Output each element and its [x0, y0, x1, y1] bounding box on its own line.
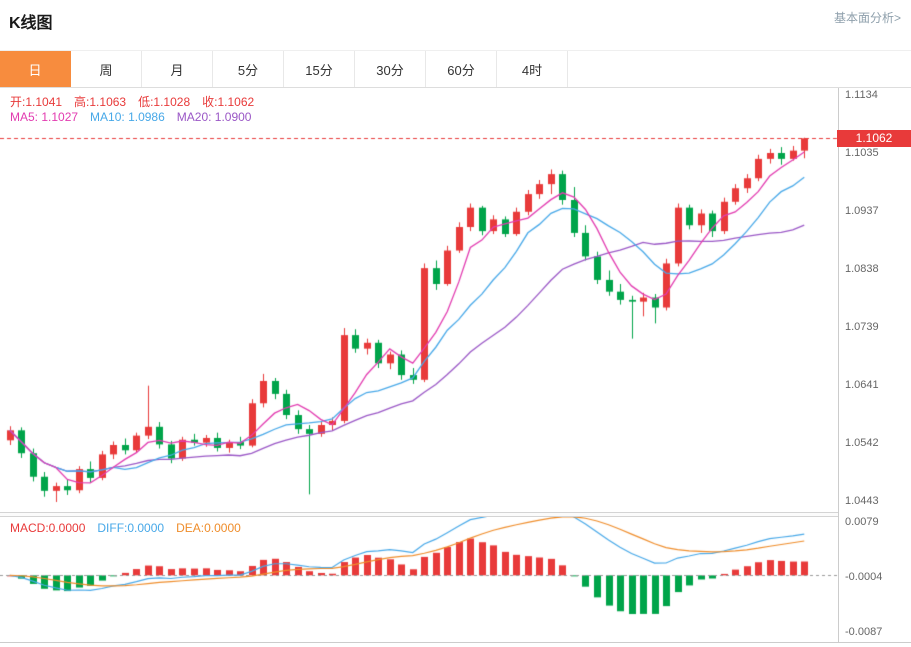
timeframe-tabs: 日周月 5分 15分 30分 60分 4时	[0, 50, 911, 88]
tab-15分[interactable]: 15分	[284, 51, 355, 87]
tab-5分[interactable]: 5分	[213, 51, 284, 87]
main-chart-canvas[interactable]	[0, 88, 838, 512]
tab-30分[interactable]: 30分	[355, 51, 426, 87]
axis-tick: 1.1035	[845, 147, 879, 160]
axis-tick: 0.0079	[845, 516, 879, 528]
axis-tick: -0.0087	[845, 626, 883, 638]
axis-tick: 1.0443	[845, 495, 879, 507]
legend-item: 低:1.1028	[138, 95, 191, 109]
axis-tick: -0.0004	[845, 571, 883, 583]
axis-tick: 1.0838	[845, 262, 879, 275]
macd-legend: MACD:0.0000 DIFF:0.0000 DEA:0.0000	[10, 521, 253, 535]
legend-item: 高:1.1063	[74, 95, 127, 109]
legend-item: MA10: 1.0986	[90, 110, 165, 124]
price-axis: 1.1134 1.1035 1.0937 1.0838 1.0739 1.0641 1.05…	[838, 88, 911, 642]
legend-item: MA20: 1.0900	[176, 110, 252, 124]
legend-item: 开:1.1041	[10, 95, 63, 109]
tab-月[interactable]: 月	[142, 51, 213, 87]
axis-tick: 1.1134	[845, 89, 878, 101]
tab-4时[interactable]: 4时	[497, 51, 568, 87]
tab-周[interactable]: 周	[71, 51, 142, 87]
legend-item: DIFF:0.0000	[97, 521, 165, 535]
axis-tick: 1.0542	[845, 436, 879, 449]
tab-日[interactable]: 日	[0, 51, 71, 87]
ohlc-legend: 开:1.1041 高:1.1063 低:1.1028 收:1.1062	[10, 93, 266, 110]
page-title: K线图	[9, 15, 53, 32]
fundamental-analysis-link[interactable]: 基本面分析>	[833, 11, 901, 25]
axis-tick: 1.0641	[845, 378, 879, 391]
ma-legend: MA5: 1.1027 MA10: 1.0986 MA20: 1.0900	[10, 110, 263, 124]
legend-item: DEA:0.0000	[176, 521, 241, 535]
legend-item: 收:1.1062	[202, 95, 255, 109]
axis-tick: 1.0739	[845, 321, 879, 334]
header: K线图 基本面分析>	[0, 0, 911, 34]
macd-canvas[interactable]	[0, 517, 838, 641]
chart-area: 开:1.1041 高:1.1063 低:1.1028 收:1.1062 MA5: 1.…	[0, 88, 911, 643]
tab-60分[interactable]: 60分	[426, 51, 497, 87]
legend-item: MA5: 1.1027	[10, 110, 79, 124]
pane-divider	[0, 512, 911, 517]
axis-tick: 1.0937	[845, 204, 879, 217]
current-price-tag: 1.1062	[837, 129, 911, 147]
legend-item: MACD:0.0000	[10, 521, 86, 535]
